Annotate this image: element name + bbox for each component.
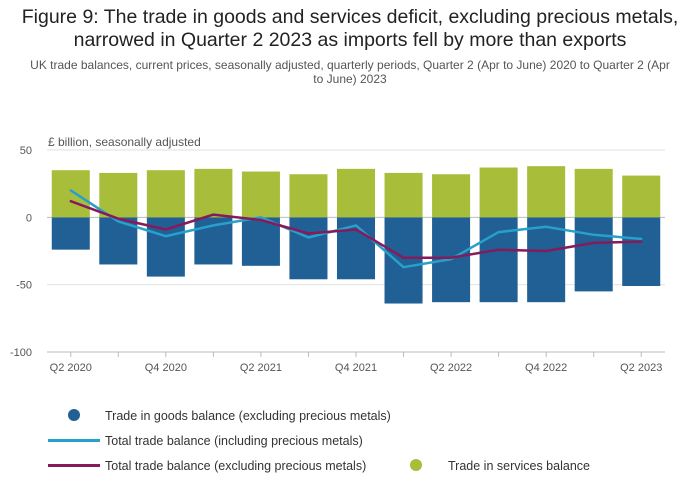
bar-trade-in-services-balance bbox=[479, 167, 518, 218]
bar-trade-in-services-balance bbox=[527, 166, 566, 218]
bar-trade-in-services-balance bbox=[146, 170, 185, 218]
bar-trade-in-goods-balance-excluding-precious-metals bbox=[289, 217, 328, 280]
y-axis-label: £ billion, seasonally adjusted bbox=[48, 135, 201, 149]
x-tick-label: Q2 2021 bbox=[240, 362, 282, 374]
chart-subtitle: UK trade balances, current prices, seaso… bbox=[30, 58, 670, 86]
y-tick-label: 0 bbox=[26, 212, 32, 224]
x-tick-label: Q4 2022 bbox=[525, 362, 567, 374]
bar-trade-in-services-balance bbox=[241, 171, 280, 218]
bar-trade-in-services-balance bbox=[432, 174, 471, 218]
bar-trade-in-goods-balance-excluding-precious-metals bbox=[622, 217, 661, 287]
bar-trade-in-services-balance bbox=[289, 174, 328, 218]
line-total-trade-balance-excluding-precious-metals bbox=[69, 199, 643, 259]
bar-trade-in-goods-balance-excluding-precious-metals bbox=[384, 217, 423, 304]
bar-trade-in-goods-balance-excluding-precious-metals bbox=[574, 217, 613, 292]
bar-trade-in-services-balance bbox=[51, 170, 90, 218]
chart-title: Figure 9: The trade in goods and service… bbox=[21, 6, 679, 51]
bar-trade-in-services-balance bbox=[336, 168, 376, 218]
bar-trade-in-services-balance bbox=[384, 172, 423, 218]
bar-trade-in-services-balance bbox=[574, 168, 613, 218]
bar-trade-in-services-balance bbox=[194, 168, 233, 218]
bar-trade-in-goods-balance-excluding-precious-metals bbox=[527, 217, 566, 303]
bar-trade-in-services-balance bbox=[99, 172, 138, 218]
y-tick-label: -50 bbox=[16, 280, 32, 292]
x-tick-label: Q4 2020 bbox=[145, 362, 187, 374]
bar-trade-in-goods-balance-excluding-precious-metals bbox=[51, 217, 90, 250]
bar-trade-in-services-balance bbox=[622, 175, 661, 218]
x-tick-label: Q2 2022 bbox=[430, 362, 472, 374]
line-total-trade-balance-including-precious-metals bbox=[69, 189, 643, 269]
x-tick-label: Q4 2021 bbox=[335, 362, 377, 374]
y-tick-label: 50 bbox=[20, 145, 32, 157]
x-tick-label: Q2 2020 bbox=[50, 362, 92, 374]
bar-trade-in-goods-balance-excluding-precious-metals bbox=[241, 217, 280, 266]
x-tick-label: Q2 2023 bbox=[620, 362, 662, 374]
y-tick-label: -100 bbox=[10, 347, 32, 359]
